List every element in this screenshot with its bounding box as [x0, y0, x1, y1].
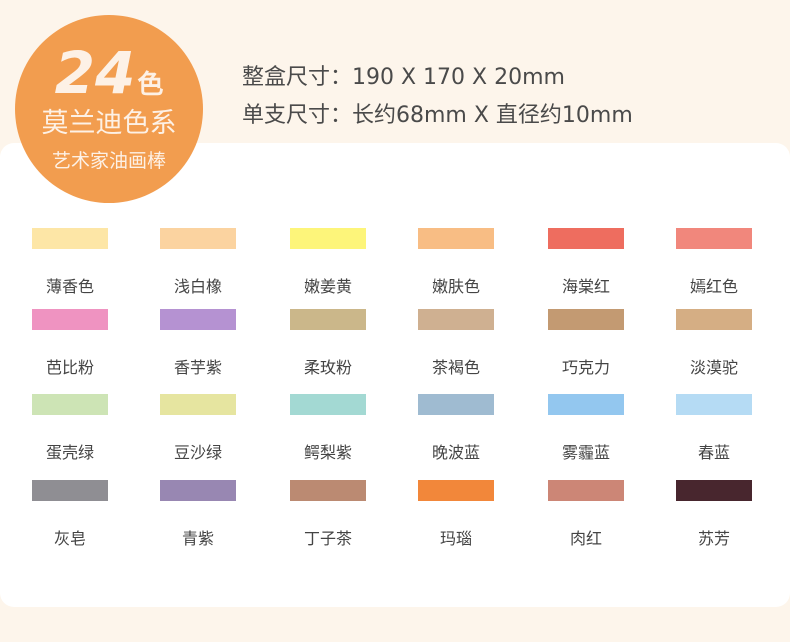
color-name: 春蓝: [697, 443, 730, 462]
color-name: 玛瑙: [439, 529, 472, 548]
color-name: 苏芳: [697, 529, 730, 548]
color-name: 蛋壳绿: [45, 443, 94, 462]
color-item: 肉红: [522, 480, 650, 549]
color-swatch: [548, 394, 624, 415]
color-name: 鳄梨紫: [303, 443, 352, 462]
color-item: 青紫: [134, 480, 262, 549]
color-item: 茶褐色: [392, 309, 520, 378]
color-name: 浅白橡: [173, 277, 222, 296]
color-item: 柔玫粉: [264, 309, 392, 378]
color-swatch: [160, 228, 236, 249]
color-name: 嫣红色: [689, 277, 738, 296]
color-item: 香芋紫: [134, 309, 262, 378]
color-item: 芭比粉: [6, 309, 134, 378]
color-item: 鳄梨紫: [264, 394, 392, 463]
color-item: 苏芳: [650, 480, 778, 549]
color-item: 巧克力: [522, 309, 650, 378]
color-swatch: [32, 309, 108, 330]
color-name: 香芋紫: [173, 358, 222, 377]
color-name: 青紫: [181, 529, 214, 548]
color-name: 薄香色: [45, 277, 94, 296]
color-name: 嫩姜黄: [303, 277, 352, 296]
color-item: 嫩肤色: [392, 228, 520, 297]
color-name: 茶褐色: [431, 358, 480, 377]
color-name: 芭比粉: [45, 358, 94, 377]
color-name: 肉红: [569, 529, 602, 548]
color-swatch: [32, 228, 108, 249]
color-item: 雾霾蓝: [522, 394, 650, 463]
color-item: 淡漠驼: [650, 309, 778, 378]
color-item: 春蓝: [650, 394, 778, 463]
color-item: 豆沙绿: [134, 394, 262, 463]
color-swatch: [290, 480, 366, 501]
color-swatch: [418, 228, 494, 249]
color-name: 嫩肤色: [431, 277, 480, 296]
color-swatch: [160, 480, 236, 501]
color-count: 24色: [15, 43, 203, 115]
color-name: 海棠红: [561, 277, 610, 296]
box-size: 整盒尺寸：190 X 170 X 20mm: [242, 65, 565, 90]
color-name: 丁子茶: [303, 529, 352, 548]
color-item: 嫣红色: [650, 228, 778, 297]
color-item: 蛋壳绿: [6, 394, 134, 463]
count-suffix: 色: [137, 70, 164, 100]
color-name: 晚波蓝: [431, 443, 480, 462]
color-item: 海棠红: [522, 228, 650, 297]
color-name: 巧克力: [561, 358, 610, 377]
color-item: 灰皂: [6, 480, 134, 549]
color-item: 薄香色: [6, 228, 134, 297]
color-swatch: [548, 480, 624, 501]
color-swatch: [418, 394, 494, 415]
color-swatch: [290, 228, 366, 249]
color-item: 丁子茶: [264, 480, 392, 549]
swatch-panel: [0, 143, 790, 607]
color-item: 浅白橡: [134, 228, 262, 297]
color-swatch: [32, 394, 108, 415]
color-swatch: [676, 309, 752, 330]
color-swatch: [160, 394, 236, 415]
color-name: 灰皂: [53, 529, 86, 548]
color-swatch: [32, 480, 108, 501]
series-title: 莫兰迪色系: [41, 108, 177, 139]
badge: 24色 莫兰迪色系 艺术家油画棒: [15, 15, 203, 203]
color-item: 嫩姜黄: [264, 228, 392, 297]
color-swatch: [290, 309, 366, 330]
color-name: 淡漠驼: [689, 358, 738, 377]
color-item: 晚波蓝: [392, 394, 520, 463]
color-swatch: [676, 394, 752, 415]
color-name: 豆沙绿: [173, 443, 222, 462]
color-swatch: [548, 228, 624, 249]
color-swatch: [676, 228, 752, 249]
color-item: 玛瑙: [392, 480, 520, 549]
product-name: 艺术家油画棒: [51, 150, 166, 172]
count-number: 24: [54, 39, 136, 107]
color-swatch: [160, 309, 236, 330]
stick-size: 单支尺寸：长约68mm X 直径约10mm: [242, 103, 633, 128]
color-swatch: [676, 480, 752, 501]
color-swatch: [418, 480, 494, 501]
color-swatch: [548, 309, 624, 330]
color-name: 柔玫粉: [303, 358, 352, 377]
color-name: 雾霾蓝: [561, 443, 610, 462]
color-swatch: [418, 309, 494, 330]
color-swatch: [290, 394, 366, 415]
